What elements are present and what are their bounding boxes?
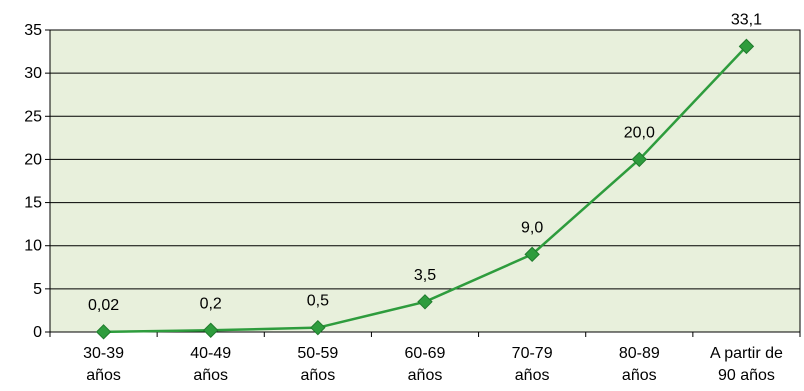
x-tick-label: 60-69 bbox=[405, 345, 446, 362]
x-tick-label: años bbox=[301, 367, 336, 384]
y-tick-label: 10 bbox=[24, 238, 42, 255]
x-tick-label: años bbox=[515, 367, 550, 384]
x-tick-label: 30-39 bbox=[83, 345, 124, 362]
data-point-marker bbox=[631, 151, 647, 168]
data-point-marker bbox=[203, 322, 219, 338]
y-tick-label: 5 bbox=[33, 281, 42, 298]
data-label: 20,0 bbox=[624, 124, 655, 141]
y-tick-label: 30 bbox=[24, 65, 42, 82]
x-tick-label: 40-49 bbox=[190, 345, 231, 362]
series-line bbox=[95, 38, 755, 340]
x-tick-label: 70-79 bbox=[512, 345, 553, 362]
x-tick-label: 80-89 bbox=[619, 345, 660, 362]
data-point-marker bbox=[310, 319, 326, 336]
x-tick-label: A partir de bbox=[710, 345, 783, 362]
plot-area bbox=[49, 29, 801, 333]
x-tick-label: 90 años bbox=[718, 367, 775, 384]
y-tick-label: 15 bbox=[24, 195, 42, 212]
data-label: 0,5 bbox=[307, 293, 329, 310]
y-tick-label: 0 bbox=[33, 324, 42, 341]
data-point-marker bbox=[738, 38, 755, 55]
x-tick-label: años bbox=[86, 367, 121, 384]
y-axis: 0 5 10 15 20 25 30 35 bbox=[24, 22, 50, 341]
data-label: 33,1 bbox=[731, 11, 762, 28]
data-label: 0,02 bbox=[88, 297, 119, 314]
x-tick-label: 50-59 bbox=[297, 345, 338, 362]
data-point-marker bbox=[95, 324, 112, 340]
data-point-marker bbox=[417, 294, 433, 310]
x-tick-label: años bbox=[193, 367, 228, 384]
data-point-marker bbox=[524, 246, 540, 263]
data-label: 3,5 bbox=[414, 267, 436, 284]
y-tick-label: 35 bbox=[24, 22, 42, 39]
y-tick-label: 20 bbox=[24, 151, 42, 168]
data-labels: 0,02 0,2 0,5 3,5 9,0 20,0 33,1 bbox=[88, 11, 762, 313]
data-label: 9,0 bbox=[521, 219, 543, 236]
x-axis: 30-39 años 40-49 años 50-59 años 60-69 años 70-7… bbox=[49, 332, 801, 384]
x-tick-label: años bbox=[622, 367, 657, 384]
y-tick-label: 25 bbox=[24, 108, 42, 125]
gridlines bbox=[50, 72, 800, 290]
x-tick-label: años bbox=[408, 367, 443, 384]
data-label: 0,2 bbox=[200, 295, 222, 312]
